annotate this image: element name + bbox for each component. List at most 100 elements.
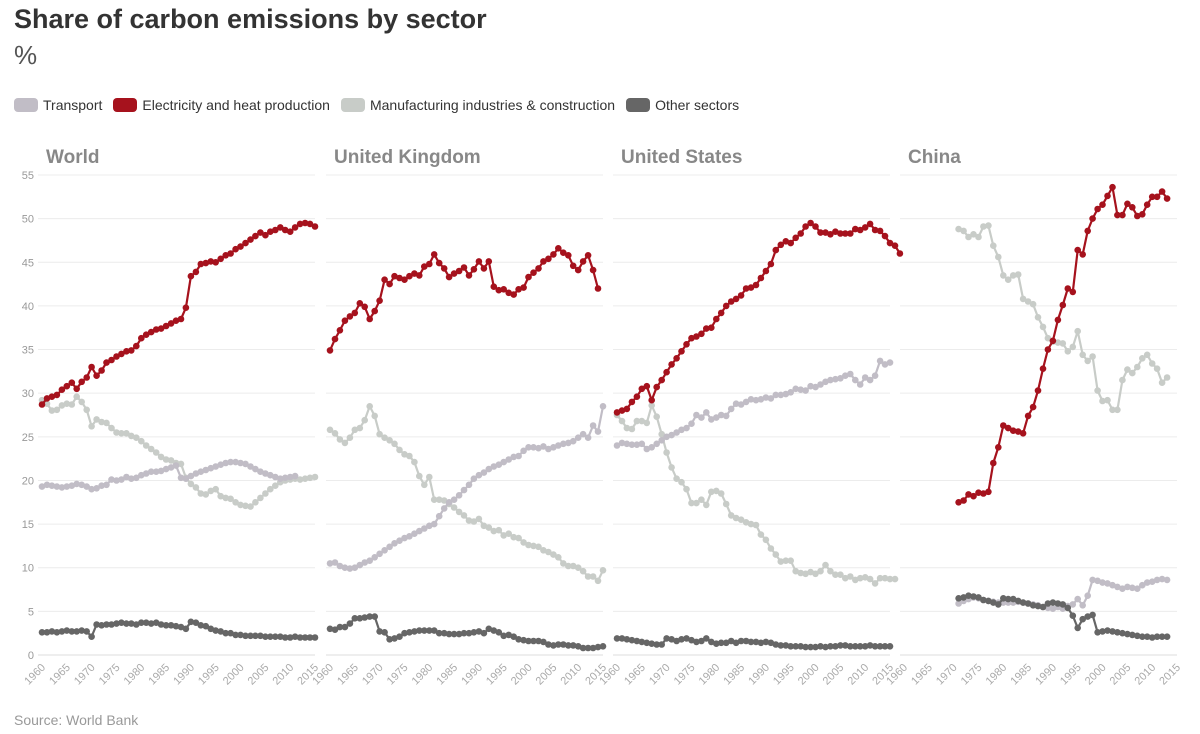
data-point-transport[interactable] <box>797 386 804 394</box>
data-point-transport[interactable] <box>48 482 56 490</box>
data-point-electricity[interactable] <box>1074 246 1081 254</box>
data-point-transport[interactable] <box>1099 579 1106 586</box>
data-point-electricity[interactable] <box>565 252 572 259</box>
data-point-other[interactable] <box>1148 634 1156 641</box>
data-point-other[interactable] <box>772 641 780 648</box>
data-point-manufacturing[interactable] <box>876 574 884 582</box>
data-point-other[interactable] <box>421 627 428 634</box>
data-point-manufacturing[interactable] <box>708 488 715 496</box>
data-point-transport[interactable] <box>291 472 299 480</box>
data-point-other[interactable] <box>990 599 997 606</box>
data-point-other[interactable] <box>1024 600 1032 607</box>
data-point-other[interactable] <box>520 636 527 644</box>
data-point-manufacturing[interactable] <box>574 564 582 571</box>
data-point-manufacturing[interactable] <box>698 496 705 504</box>
data-point-transport[interactable] <box>252 465 259 473</box>
data-point-transport[interactable] <box>628 441 636 449</box>
data-point-electricity[interactable] <box>301 219 309 227</box>
data-point-electricity[interactable] <box>633 393 641 401</box>
data-point-other[interactable] <box>505 631 512 639</box>
data-point-manufacturing[interactable] <box>470 518 478 525</box>
data-point-electricity[interactable] <box>866 220 874 228</box>
data-point-other[interactable] <box>445 630 453 638</box>
data-point-other[interactable] <box>336 623 344 631</box>
data-point-electricity[interactable] <box>861 224 869 231</box>
data-point-manufacturing[interactable] <box>990 242 997 249</box>
data-point-manufacturing[interactable] <box>152 449 160 456</box>
data-point-electricity[interactable] <box>450 270 458 277</box>
data-point-manufacturing[interactable] <box>366 403 374 410</box>
data-point-other[interactable] <box>579 644 587 652</box>
data-point-other[interactable] <box>252 632 259 640</box>
data-point-other[interactable] <box>351 615 359 622</box>
data-point-electricity[interactable] <box>856 226 864 234</box>
data-point-electricity[interactable] <box>118 350 125 358</box>
data-point-manufacturing[interactable] <box>197 490 205 497</box>
data-point-electricity[interactable] <box>296 220 304 228</box>
data-point-transport[interactable] <box>346 565 354 572</box>
data-point-transport[interactable] <box>470 475 478 483</box>
data-point-electricity[interactable] <box>267 228 274 235</box>
data-point-electricity[interactable] <box>955 499 962 506</box>
data-point-other[interactable] <box>326 625 334 633</box>
data-point-manufacturing[interactable] <box>1114 406 1121 414</box>
data-point-other[interactable] <box>172 622 180 630</box>
data-point-transport[interactable] <box>326 560 334 567</box>
data-point-other[interactable] <box>138 619 145 626</box>
data-point-other[interactable] <box>975 594 982 601</box>
data-point-other[interactable] <box>832 643 839 650</box>
data-point-manufacturing[interactable] <box>242 502 249 510</box>
data-point-other[interactable] <box>1094 629 1101 636</box>
data-point-other[interactable] <box>827 643 834 650</box>
data-point-electricity[interactable] <box>147 328 155 336</box>
data-point-electricity[interactable] <box>767 260 775 268</box>
data-point-other[interactable] <box>1044 600 1052 607</box>
data-point-transport[interactable] <box>1049 605 1057 612</box>
data-point-electricity[interactable] <box>787 239 794 247</box>
data-point-manufacturing[interactable] <box>757 531 765 538</box>
data-point-transport[interactable] <box>93 485 100 492</box>
data-point-manufacturing[interactable] <box>1153 365 1161 373</box>
data-point-electricity[interactable] <box>693 333 700 340</box>
data-point-manufacturing[interactable] <box>416 472 423 480</box>
data-point-transport[interactable] <box>722 412 730 420</box>
data-point-other[interactable] <box>569 642 577 649</box>
data-point-manufacturing[interactable] <box>495 526 503 534</box>
data-point-transport[interactable] <box>43 481 51 489</box>
data-point-manufacturing[interactable] <box>306 474 314 482</box>
data-point-manufacturing[interactable] <box>777 558 785 565</box>
data-point-manufacturing[interactable] <box>955 225 962 233</box>
data-point-other[interactable] <box>1039 603 1047 611</box>
data-point-electricity[interactable] <box>530 269 537 277</box>
data-point-electricity[interactable] <box>108 356 115 364</box>
data-point-other[interactable] <box>525 637 532 645</box>
data-point-manufacturing[interactable] <box>267 485 274 493</box>
data-point-manufacturing[interactable] <box>123 430 130 437</box>
data-point-electricity[interactable] <box>1139 211 1146 218</box>
data-point-other[interactable] <box>678 636 685 643</box>
data-point-other[interactable] <box>683 635 690 642</box>
data-point-manufacturing[interactable] <box>301 475 309 483</box>
data-point-electricity[interactable] <box>584 252 592 259</box>
data-point-transport[interactable] <box>1114 583 1121 591</box>
data-point-transport[interactable] <box>1074 595 1081 603</box>
data-point-transport[interactable] <box>703 409 710 416</box>
data-point-electricity[interactable] <box>257 229 264 236</box>
data-point-electricity[interactable] <box>842 230 849 237</box>
data-point-electricity[interactable] <box>985 488 992 496</box>
data-point-manufacturing[interactable] <box>678 478 685 486</box>
data-point-other[interactable] <box>356 615 364 622</box>
data-point-other[interactable] <box>663 635 670 642</box>
data-point-manufacturing[interactable] <box>837 571 844 578</box>
data-point-electricity[interactable] <box>465 272 473 279</box>
data-point-transport[interactable] <box>757 396 765 403</box>
data-point-manufacturing[interactable] <box>599 567 607 574</box>
data-point-manufacturing[interactable] <box>535 543 542 551</box>
data-point-manufacturing[interactable] <box>560 560 567 567</box>
data-point-electricity[interactable] <box>812 223 819 230</box>
data-point-other[interactable] <box>500 632 508 640</box>
data-point-other[interactable] <box>108 621 115 628</box>
data-point-electricity[interactable] <box>510 291 517 298</box>
data-point-transport[interactable] <box>688 420 695 428</box>
data-point-other[interactable] <box>822 643 829 651</box>
